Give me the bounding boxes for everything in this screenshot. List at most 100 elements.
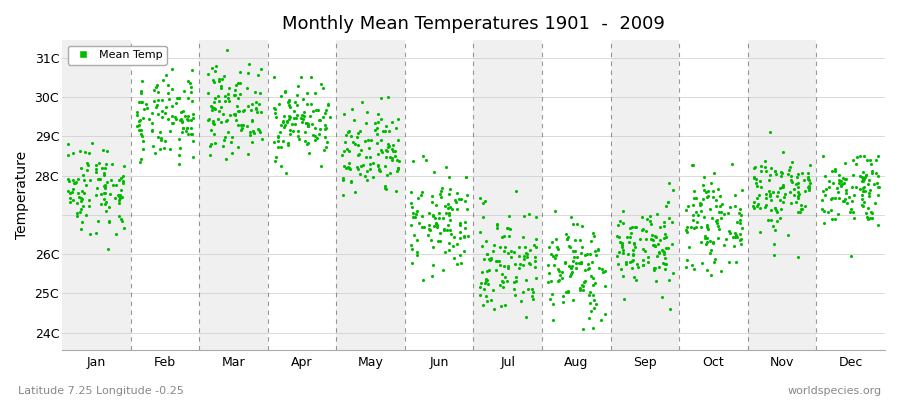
Point bbox=[61, 188, 76, 194]
Point bbox=[545, 252, 560, 259]
Point bbox=[205, 65, 220, 72]
Point bbox=[278, 122, 293, 128]
Point bbox=[146, 142, 160, 149]
Point bbox=[416, 153, 430, 159]
Point bbox=[817, 208, 832, 214]
Point bbox=[652, 249, 667, 256]
Point bbox=[428, 215, 443, 221]
Point bbox=[132, 118, 147, 124]
Point bbox=[656, 248, 670, 254]
Point bbox=[231, 108, 246, 114]
Point bbox=[148, 98, 162, 104]
Point bbox=[267, 74, 282, 81]
Point bbox=[291, 133, 305, 139]
Point bbox=[573, 259, 588, 265]
Point bbox=[734, 236, 749, 242]
Point bbox=[698, 174, 712, 180]
Point bbox=[66, 186, 80, 192]
Point bbox=[647, 243, 662, 249]
Point bbox=[706, 188, 720, 194]
Point bbox=[344, 133, 358, 140]
Point bbox=[300, 120, 314, 126]
Point bbox=[554, 275, 569, 281]
Point bbox=[450, 190, 464, 196]
Point bbox=[425, 192, 439, 199]
Point bbox=[117, 225, 131, 231]
Point bbox=[498, 302, 512, 308]
Point bbox=[721, 210, 735, 216]
Point bbox=[522, 247, 536, 253]
Point bbox=[785, 159, 799, 165]
Point bbox=[507, 279, 521, 285]
Point bbox=[842, 194, 856, 200]
Point bbox=[518, 244, 533, 250]
Point bbox=[844, 206, 859, 212]
Point bbox=[508, 261, 522, 268]
Point bbox=[865, 168, 879, 174]
Point bbox=[714, 208, 728, 215]
Point bbox=[272, 101, 286, 108]
Point bbox=[763, 172, 778, 178]
Point bbox=[857, 153, 871, 159]
Point bbox=[380, 148, 394, 154]
Point bbox=[519, 277, 534, 284]
Point bbox=[441, 222, 455, 228]
Point bbox=[562, 243, 576, 250]
Point bbox=[839, 189, 853, 196]
Point bbox=[766, 189, 780, 195]
Point bbox=[233, 69, 248, 76]
Point bbox=[364, 137, 378, 143]
Point bbox=[680, 203, 695, 209]
Point bbox=[801, 174, 815, 180]
Point bbox=[780, 232, 795, 238]
Point bbox=[753, 178, 768, 184]
Point bbox=[202, 115, 216, 122]
Point bbox=[644, 213, 658, 219]
Point bbox=[856, 203, 870, 210]
Point bbox=[517, 256, 531, 262]
Point bbox=[542, 244, 556, 250]
Point bbox=[181, 117, 195, 123]
Point bbox=[837, 196, 851, 202]
Point bbox=[588, 280, 602, 286]
Point bbox=[248, 130, 262, 136]
Point bbox=[347, 188, 362, 195]
Point bbox=[175, 118, 189, 125]
Point bbox=[323, 114, 338, 120]
Point bbox=[644, 221, 658, 227]
Point bbox=[529, 244, 544, 250]
Point bbox=[228, 110, 242, 117]
Point bbox=[649, 234, 663, 240]
Point bbox=[582, 315, 597, 322]
Point bbox=[81, 196, 95, 203]
Point bbox=[662, 277, 676, 283]
Point bbox=[773, 215, 788, 221]
Point bbox=[96, 183, 111, 189]
Point bbox=[582, 292, 597, 298]
Point bbox=[242, 61, 256, 68]
Point bbox=[75, 196, 89, 202]
Point bbox=[832, 195, 847, 201]
Point bbox=[230, 80, 245, 86]
Point bbox=[227, 92, 241, 98]
Point bbox=[568, 237, 582, 244]
Point bbox=[282, 96, 296, 103]
Point bbox=[711, 235, 725, 241]
Point bbox=[783, 200, 797, 206]
Point bbox=[417, 277, 431, 283]
Point bbox=[545, 239, 560, 246]
Point bbox=[100, 179, 114, 186]
Point bbox=[860, 214, 875, 220]
Point bbox=[457, 234, 472, 240]
Point bbox=[240, 123, 255, 129]
Point bbox=[436, 214, 451, 221]
Point bbox=[222, 85, 237, 91]
Point bbox=[227, 111, 241, 118]
Point bbox=[457, 233, 472, 240]
Point bbox=[156, 77, 170, 83]
Point bbox=[83, 230, 97, 237]
Point bbox=[454, 196, 468, 202]
Point bbox=[91, 176, 105, 182]
Point bbox=[109, 231, 123, 238]
Point bbox=[173, 145, 187, 151]
